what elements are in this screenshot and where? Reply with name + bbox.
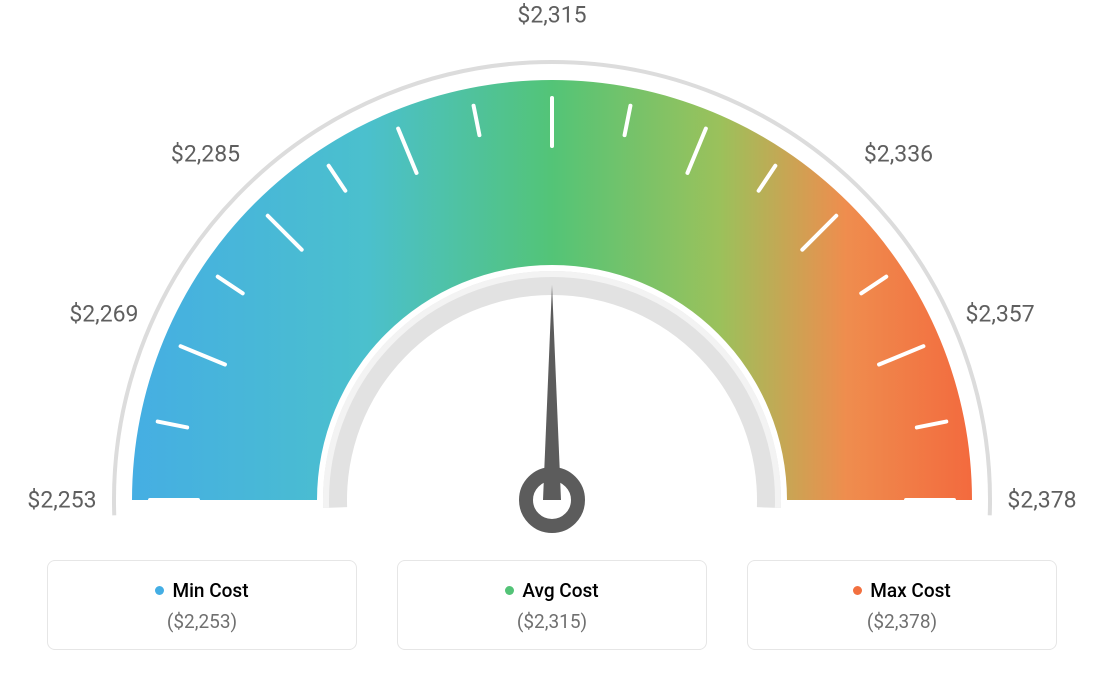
legend-title-max: Max Cost: [870, 579, 950, 602]
legend-dot-max: [853, 586, 862, 595]
legend-dot-avg: [505, 586, 514, 595]
legend-card-min: Min Cost ($2,253): [47, 560, 357, 650]
legend-value-avg: ($2,315): [410, 610, 694, 633]
legend-dot-min: [155, 586, 164, 595]
legend-value-max: ($2,378): [760, 610, 1044, 633]
gauge-tick-label: $2,336: [864, 140, 933, 167]
gauge-tick-label: $2,269: [69, 301, 138, 328]
legend-row: Min Cost ($2,253) Avg Cost ($2,315) Max …: [0, 560, 1104, 650]
legend-card-avg: Avg Cost ($2,315): [397, 560, 707, 650]
gauge-chart: $2,253 $2,269 $2,285 $2,315 $2,336 $2,357 $2,3…: [0, 0, 1104, 540]
gauge-tick-label: $2,378: [1007, 487, 1076, 514]
gauge-tick-label: $2,253: [27, 487, 96, 514]
gauge-tick-label: $2,315: [517, 2, 586, 29]
gauge-svg: [0, 0, 1104, 540]
gauge-tick-label: $2,285: [171, 140, 240, 167]
gauge-tick-label: $2,357: [965, 301, 1034, 328]
legend-value-min: ($2,253): [60, 610, 344, 633]
legend-card-max: Max Cost ($2,378): [747, 560, 1057, 650]
legend-title-min: Min Cost: [172, 579, 248, 602]
legend-title-avg: Avg Cost: [522, 579, 598, 602]
